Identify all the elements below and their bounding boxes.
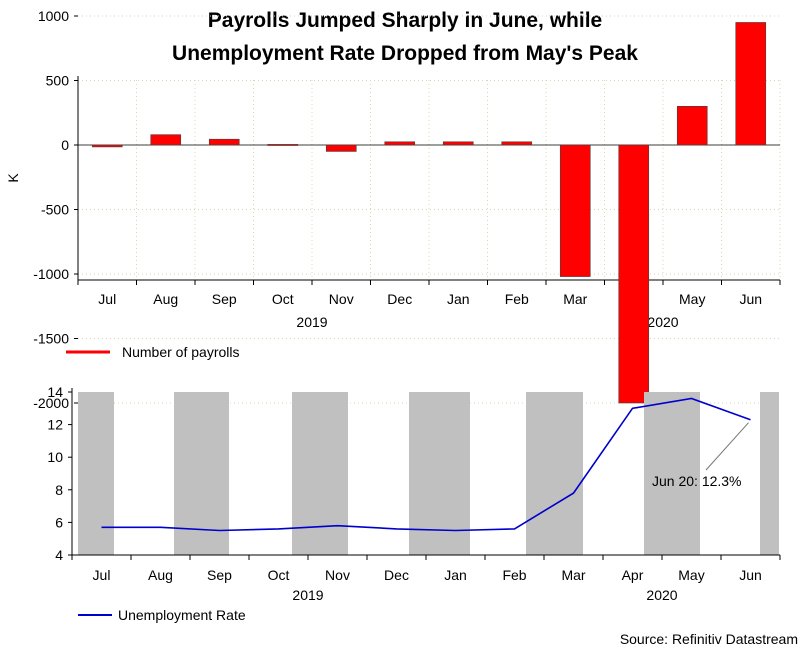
x-tick-label-2: Jun: [739, 567, 762, 583]
x-tick-label-2: Oct: [268, 567, 290, 583]
x-tick-label-2: Apr: [622, 567, 644, 583]
x-tick-label-2: Dec: [384, 567, 409, 583]
payroll-bar: [267, 144, 299, 146]
y-tick-label: 0: [61, 137, 69, 153]
x-tick-label: Sep: [212, 291, 237, 307]
x-tick-label-2: Sep: [207, 567, 232, 583]
x-tick-label-2: May: [678, 567, 704, 583]
y-tick-label: -1000: [33, 266, 69, 282]
annotation-label: Jun 20: 12.3%: [652, 473, 742, 489]
legend-label-unemployment: Unemployment Rate: [118, 607, 246, 623]
x-tick-label-2: Jan: [444, 567, 467, 583]
y-tick-label-2: 8: [55, 482, 63, 498]
y-tick-label: -2000: [33, 395, 69, 411]
title-line-1: Payrolls Jumped Sharply in June, while: [207, 9, 603, 32]
shaded-band: [78, 392, 114, 555]
payroll-bar: [501, 141, 533, 146]
chart-title: Payrolls Jumped Sharply in June, while U…: [0, 4, 810, 70]
x-tick-label: Dec: [387, 291, 412, 307]
payroll-bar: [735, 22, 767, 146]
year-label-2: 2019: [292, 587, 323, 603]
y-tick-label: -500: [41, 202, 69, 218]
year-label: 2020: [647, 314, 678, 330]
x-tick-label-2: Nov: [325, 567, 350, 583]
payroll-bar: [208, 138, 240, 146]
x-tick-label-2: Jul: [93, 567, 111, 583]
y-tick-label-2: 12: [47, 417, 63, 433]
legend-label-payrolls: Number of payrolls: [122, 344, 240, 360]
shaded-band: [644, 392, 700, 555]
unemployment-line: [101, 397, 751, 532]
annotation-leader: [705, 422, 749, 471]
payroll-bar: [325, 144, 357, 152]
payroll-bar: [618, 144, 650, 404]
x-tick-label: Nov: [329, 291, 354, 307]
y-tick-label-2: 14: [47, 384, 63, 400]
x-tick-label-2: Mar: [561, 567, 585, 583]
payroll-bar: [559, 144, 591, 277]
x-tick-label: Aug: [153, 291, 178, 307]
year-label: 2019: [296, 314, 327, 330]
x-tick-label: Feb: [505, 291, 529, 307]
payroll-bar: [676, 106, 708, 146]
y-tick-label-2: 4: [55, 547, 63, 563]
y-tick-label: -1500: [33, 331, 69, 347]
x-tick-label: Oct: [272, 291, 294, 307]
shaded-band: [409, 392, 470, 555]
payroll-bar: [91, 144, 123, 148]
year-label-2: 2020: [646, 587, 677, 603]
title-line-2: Unemployment Rate Dropped from May's Pea…: [172, 42, 638, 65]
shaded-band: [292, 392, 348, 555]
x-tick-label-2: Aug: [148, 567, 173, 583]
payroll-bar: [150, 134, 182, 146]
shaded-band: [760, 392, 779, 555]
x-tick-label: May: [679, 291, 705, 307]
y-axis-label: K: [5, 173, 21, 183]
x-tick-label: Jan: [447, 291, 470, 307]
payroll-bar: [384, 141, 416, 146]
x-tick-label-2: Feb: [502, 567, 526, 583]
source-note: Source: Refinitiv Datastream: [620, 631, 798, 647]
y-tick-label: 500: [46, 73, 70, 89]
x-tick-label: Jul: [98, 291, 116, 307]
x-tick-label: Jun: [739, 291, 762, 307]
shaded-band: [526, 392, 583, 555]
payroll-bar: [442, 141, 474, 146]
y-tick-label-2: 10: [47, 449, 63, 465]
y-tick-label: 1000: [38, 8, 69, 24]
x-tick-label: Mar: [563, 291, 587, 307]
y-tick-label-2: 6: [55, 514, 63, 530]
